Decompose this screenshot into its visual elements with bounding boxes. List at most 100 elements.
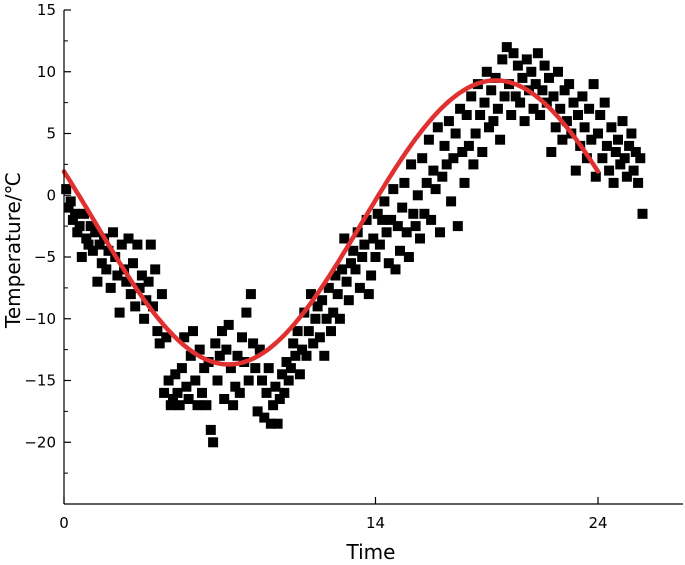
data-point [223,319,234,330]
data-point [125,289,136,300]
data-point [443,116,454,127]
data-point [234,387,245,398]
data-point [143,276,154,287]
data-point [363,289,374,300]
data-point [334,313,345,324]
data-point [290,350,301,361]
data-point [366,270,377,281]
data-point [579,122,590,133]
data-point [217,326,227,337]
data-point [170,369,181,380]
data-point [635,153,646,164]
data-point [194,344,205,355]
data-point [499,91,510,102]
data-point [230,381,241,392]
y-tick-label: 15 [37,1,56,19]
data-point [357,252,368,262]
data-point [630,147,641,157]
data-point [114,307,125,318]
data-point [517,72,528,83]
data-point [604,165,615,176]
data-point [555,103,566,114]
data-point [168,394,178,404]
data-point [103,245,114,256]
data-point [108,227,118,238]
data-point [212,375,223,386]
data-point [512,60,523,71]
data-point [637,208,648,219]
data-point [519,116,530,127]
data-point [183,394,194,404]
data-point [248,338,259,349]
data-point [510,91,521,102]
data-point [181,381,192,392]
data-point [105,282,116,293]
data-point [152,326,163,337]
data-point [506,110,517,120]
data-point [488,116,499,127]
data-point [479,97,490,108]
data-point [281,357,292,367]
data-point [539,60,550,71]
data-point [397,202,408,213]
data-point [601,140,612,151]
data-point [121,276,132,287]
data-point [428,165,439,176]
data-point [557,134,568,145]
data-point [326,326,336,337]
data-point [588,79,599,90]
data-point [292,326,303,337]
data-point [417,153,428,164]
data-point [294,369,305,380]
data-point [285,363,296,374]
data-point [85,221,96,232]
data-point [584,103,595,114]
x-tick-label: 24 [588,514,607,532]
data-point [343,295,354,306]
data-point [477,147,488,157]
data-point [328,307,339,318]
data-point [185,350,196,361]
data-point [123,233,134,244]
y-tick-label: −10 [24,310,56,328]
data-point [521,54,532,65]
data-point [439,140,450,151]
data-point [350,264,361,275]
data-point [72,227,83,238]
data-point [268,400,279,411]
data-point [626,128,637,139]
scatter-markers [61,42,648,448]
data-point [257,375,267,386]
data-point [610,147,621,157]
data-point [403,252,414,262]
data-point [79,208,89,219]
data-point [317,295,328,306]
data-point [381,227,392,238]
data-point [408,208,419,219]
data-point [303,326,314,337]
data-point [468,159,479,170]
data-point [532,48,543,59]
data-point [392,221,403,232]
data-point [573,110,583,120]
data-point [165,400,176,411]
data-point [63,202,74,213]
data-point [179,332,190,343]
data-point [426,214,437,225]
data-point [564,79,575,90]
data-point [515,97,526,108]
data-point [450,128,461,139]
data-point [553,66,563,77]
data-point [241,307,252,318]
fit-curve [61,78,601,367]
x-tick-label: 0 [59,514,69,532]
data-point [359,239,370,250]
data-point [577,91,588,102]
data-point [550,122,561,133]
data-point [245,289,256,300]
data-point [321,313,332,324]
data-point [544,72,554,83]
data-point [263,363,274,374]
data-point [190,375,201,386]
data-point [446,196,457,207]
